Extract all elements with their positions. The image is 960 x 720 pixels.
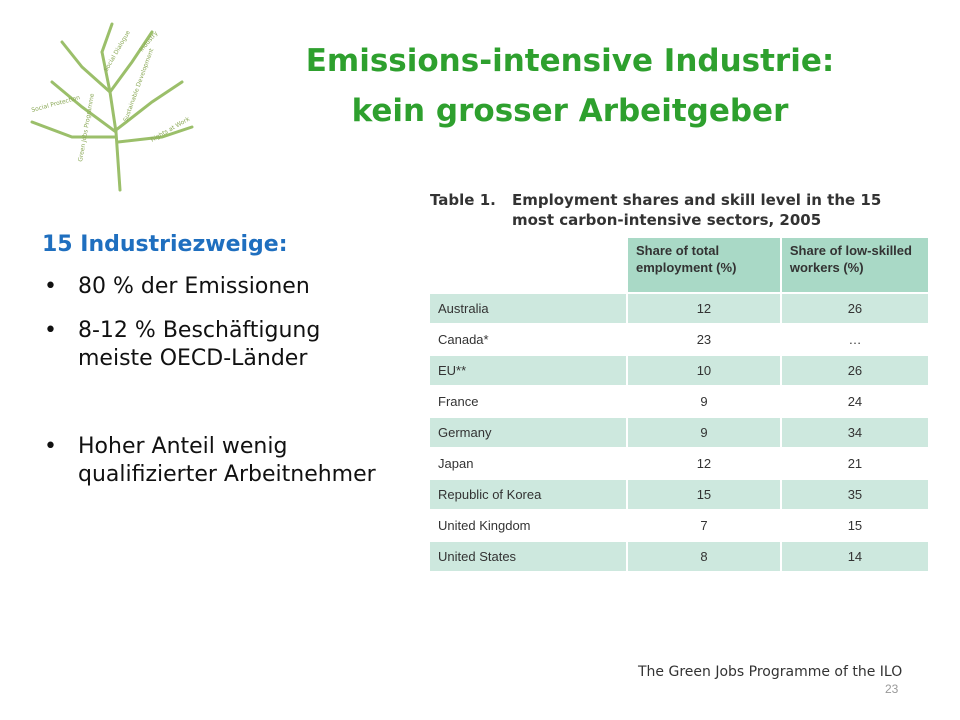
- footer-text: The Green Jobs Programme of the ILO: [638, 664, 903, 680]
- row-total: 15: [626, 478, 781, 510]
- row-country: Japan: [430, 447, 627, 479]
- row-total: 12: [626, 447, 781, 479]
- employment-table: Share of total employment (%) Share of l…: [430, 238, 928, 571]
- row-total: 8: [626, 540, 781, 571]
- row-low: 26: [779, 292, 928, 324]
- table-row: Germany 9 34: [430, 416, 928, 448]
- table-row: Japan 12 21: [430, 447, 928, 479]
- row-country: Canada*: [430, 323, 627, 355]
- bullet-item: • 8-12 % Beschäftigung meiste OECD-Länder: [42, 317, 398, 373]
- row-country: Republic of Korea: [430, 478, 627, 510]
- logo-word: Green Jobs Programme: [77, 93, 96, 163]
- table-row: Republic of Korea 15 35: [430, 478, 928, 510]
- bullet-item: • 80 % der Emissionen: [42, 273, 422, 301]
- row-low: 35: [779, 478, 928, 510]
- bullet-section: 15 Industriezweige: • 80 % der Emissionen…: [42, 232, 422, 489]
- row-low: 26: [779, 354, 928, 386]
- table-row: Australia 12 26: [430, 292, 928, 324]
- bullet-icon: •: [44, 318, 57, 343]
- table-row: France 9 24: [430, 385, 928, 417]
- spacer: [42, 373, 422, 433]
- row-total: 10: [626, 354, 781, 386]
- subheading: 15 Industriezweige:: [42, 232, 288, 257]
- table-row: United Kingdom 7 15: [430, 509, 928, 541]
- row-country: Australia: [430, 292, 627, 324]
- table-caption: Table 1. Employment shares and skill lev…: [430, 190, 928, 230]
- employment-table-figure: Table 1. Employment shares and skill lev…: [430, 190, 928, 571]
- bullet-icon: •: [44, 434, 57, 459]
- row-low: 15: [779, 509, 928, 541]
- row-total: 7: [626, 509, 781, 541]
- slide-title-line-2: kein grosser Arbeitgeber: [351, 93, 789, 129]
- table-row: United States 8 14: [430, 540, 928, 571]
- bullet-icon: •: [44, 274, 57, 299]
- table-header-low-skilled: Share of low-skilled workers (%): [779, 238, 928, 293]
- green-jobs-tree-logo-icon: Green Jobs Programme Sustainable Develop…: [12, 12, 202, 192]
- row-low: …: [779, 323, 928, 355]
- row-low: 24: [779, 385, 928, 417]
- row-total: 9: [626, 385, 781, 417]
- row-country: France: [430, 385, 627, 417]
- bullet-text: 80 % der Emissionen: [78, 274, 310, 299]
- row-low: 34: [779, 416, 928, 448]
- table-caption-text: Employment shares and skill level in the…: [512, 191, 882, 229]
- row-country: EU**: [430, 354, 627, 386]
- bullet-text: 8-12 % Beschäftigung meiste OECD-Länder: [78, 318, 321, 371]
- row-country: United Kingdom: [430, 509, 627, 541]
- row-total: 12: [626, 292, 781, 324]
- row-low: 21: [779, 447, 928, 479]
- row-low: 14: [779, 540, 928, 571]
- table-header-row: Share of total employment (%) Share of l…: [430, 238, 928, 293]
- page-number: 23: [885, 682, 899, 696]
- bullet-list: • 80 % der Emissionen • 8-12 % Beschäftigu…: [42, 273, 422, 489]
- row-country: Germany: [430, 416, 627, 448]
- slide-title-line-1: Emissions-intensive Industrie:: [305, 43, 835, 79]
- row-total: 9: [626, 416, 781, 448]
- row-total: 23: [626, 323, 781, 355]
- bullet-item: • Hoher Anteil wenig qualifizierter Arbei…: [42, 433, 378, 489]
- table-header-total: Share of total employment (%): [626, 238, 781, 293]
- logo-word: Social Protection: [31, 94, 81, 114]
- table-header-blank: [430, 238, 627, 293]
- table-row: EU** 10 26: [430, 354, 928, 386]
- table-row: Canada* 23…: [430, 323, 928, 355]
- row-country: United States: [430, 540, 627, 571]
- table-number: Table 1.: [430, 191, 496, 209]
- slide-title: Emissions-intensive Industrie: kein gros…: [235, 36, 905, 136]
- bullet-text: Hoher Anteil wenig qualifizierter Arbeit…: [78, 434, 376, 487]
